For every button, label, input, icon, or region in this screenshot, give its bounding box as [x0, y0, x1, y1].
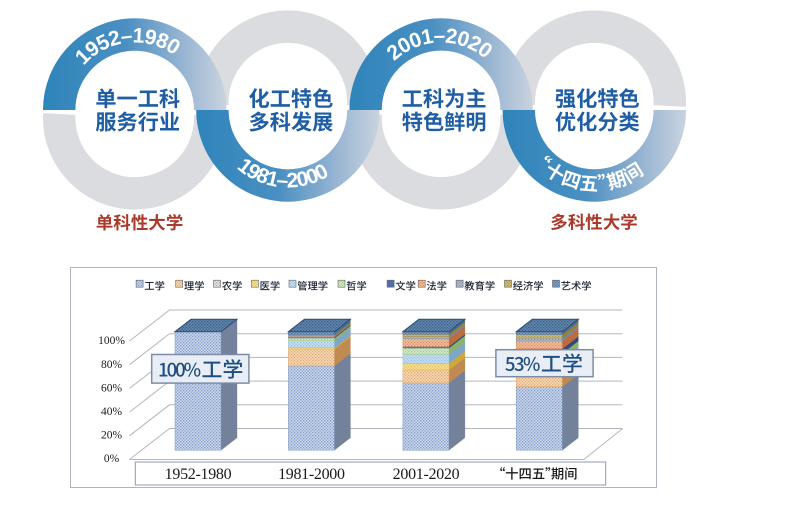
- svg-text:1952-1980: 1952-1980: [165, 466, 232, 483]
- svg-text:20%: 20%: [101, 429, 123, 441]
- svg-text:0%: 0%: [104, 453, 120, 465]
- svg-text:1981-2000: 1981-2000: [278, 466, 345, 483]
- svg-text:40%: 40%: [101, 406, 123, 418]
- svg-text:2001-2020: 2001-2020: [393, 466, 460, 483]
- svg-text:1952–1980: 1952–1980: [71, 24, 184, 69]
- svg-text:60%: 60%: [101, 382, 123, 394]
- svg-text:80%: 80%: [101, 359, 123, 371]
- svg-text:100%: 100%: [98, 335, 125, 347]
